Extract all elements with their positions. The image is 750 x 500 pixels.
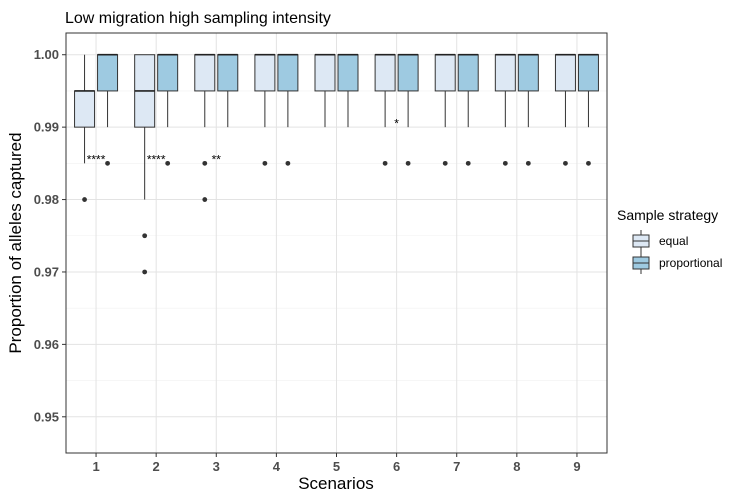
outlier-point [563, 160, 568, 166]
outlier-point [405, 160, 411, 166]
box-body [217, 54, 239, 92]
y-tick-label: 0.97 [34, 264, 59, 279]
outlier-point [82, 197, 87, 202]
x-tick-label: 2 [153, 459, 160, 474]
x-tick-label: 1 [92, 459, 99, 474]
x-axis-title: Scenarios [298, 474, 374, 493]
legend-title: Sample strategy [617, 207, 718, 223]
box-marks: **** **** *** [74, 53, 599, 275]
box-body [434, 54, 456, 92]
legend-label-equal: equal [659, 234, 688, 248]
y-tick-label: 0.96 [34, 337, 59, 352]
box-equal-7 [434, 53, 456, 166]
box-proportional-7 [457, 53, 479, 166]
y-tick-label: 0.95 [34, 409, 59, 424]
box-proportional-2 [157, 53, 179, 166]
x-tick-label: 7 [453, 459, 460, 474]
box-body [554, 54, 576, 92]
outlier-point [465, 160, 471, 166]
legend-key-equal [632, 230, 650, 252]
outlier-point [105, 160, 110, 166]
box-body [494, 54, 516, 92]
box-body [577, 54, 599, 92]
legend-key-proportional [632, 252, 650, 274]
box-proportional-4 [277, 53, 299, 166]
box-body [457, 54, 479, 92]
outlier-point [142, 269, 148, 275]
significance-label: * [394, 117, 399, 131]
chart-title: Low migration high sampling intensity [65, 10, 331, 27]
box-proportional-3 [217, 53, 239, 128]
box-equal-5 [314, 53, 336, 128]
box-equal-1 [74, 54, 96, 202]
box-equal-2 [134, 54, 156, 275]
significance-label: **** [147, 153, 166, 167]
box-body [74, 90, 96, 128]
grid-lines [66, 33, 607, 453]
outlier-point [382, 160, 388, 166]
outlier-point [285, 160, 291, 166]
outlier-point [262, 160, 268, 166]
box-body [194, 54, 216, 92]
y-tick-label: 1.00 [34, 47, 59, 62]
box-proportional-6 [397, 53, 419, 166]
outlier-point [442, 160, 448, 166]
box-equal-3 [194, 53, 216, 202]
legend: Sample strategy equal proportional [617, 207, 722, 274]
box-body [337, 54, 359, 92]
box-body [517, 54, 539, 92]
box-body [157, 54, 179, 92]
significance-label: **** [87, 153, 106, 167]
outlier-point [502, 160, 508, 166]
box-body [314, 54, 336, 92]
x-tick-label: 9 [573, 459, 580, 474]
box-equal-8 [494, 53, 516, 166]
y-axis: 0.95 0.96 0.97 0.98 0.99 1.00 [34, 47, 66, 424]
box-proportional-5 [337, 53, 359, 128]
outlier-point [202, 197, 208, 202]
box-equal-4 [254, 53, 276, 166]
x-tick-label: 8 [513, 459, 520, 474]
box-proportional-1 [97, 53, 119, 166]
legend-label-proportional: proportional [659, 256, 722, 270]
y-tick-label: 0.99 [34, 120, 59, 135]
box-equal-9 [554, 53, 576, 166]
outlier-point [586, 160, 591, 166]
box-body [97, 54, 119, 92]
outlier-point [142, 233, 148, 239]
x-tick-label: 3 [213, 459, 220, 474]
outlier-point [525, 160, 531, 166]
x-tick-label: 5 [333, 459, 340, 474]
box-body [254, 54, 276, 92]
y-axis-title: Proportion of alleles captured [6, 132, 25, 353]
significance-label: ** [212, 153, 222, 167]
x-axis: 1 2 3 4 5 6 7 8 9 [92, 453, 581, 474]
outlier-point [202, 160, 208, 166]
y-tick-label: 0.98 [34, 192, 59, 207]
box-body [397, 54, 419, 92]
box-body [374, 54, 396, 92]
box-proportional-8 [517, 53, 539, 166]
x-tick-label: 6 [393, 459, 400, 474]
x-tick-label: 4 [273, 459, 281, 474]
box-proportional-9 [577, 53, 599, 166]
outlier-point [165, 160, 171, 166]
box-body [277, 54, 299, 92]
box-equal-6 [374, 53, 396, 166]
